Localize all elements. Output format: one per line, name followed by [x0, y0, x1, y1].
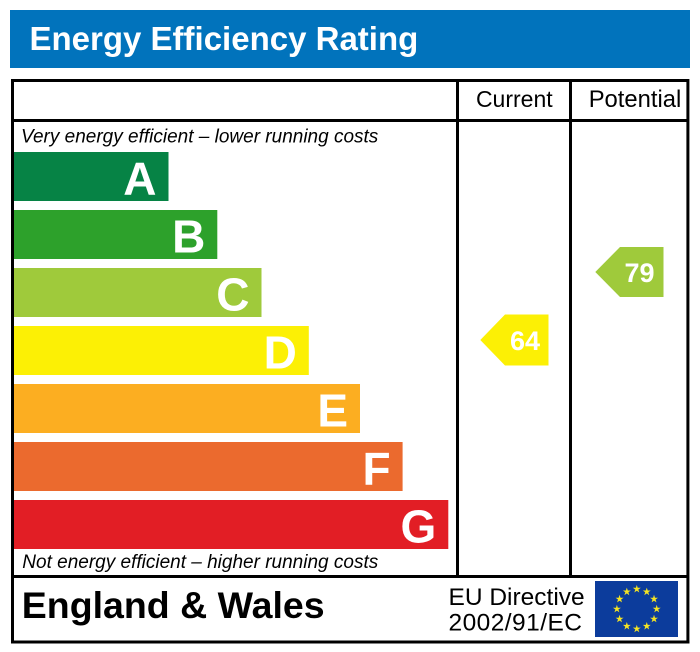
svg-text:F: F — [362, 443, 390, 495]
svg-text:EU Directive: EU Directive — [449, 584, 585, 611]
svg-text:D: D — [264, 327, 297, 379]
svg-text:E: E — [317, 385, 348, 437]
svg-text:G: G — [401, 501, 437, 553]
svg-text:Energy Efficiency Rating: Energy Efficiency Rating — [30, 20, 419, 57]
svg-text:64: 64 — [510, 326, 540, 356]
svg-text:Current: Current — [476, 86, 553, 112]
svg-text:Not energy efficient – higher: Not energy efficient – higher running co… — [22, 552, 378, 573]
svg-text:B: B — [172, 211, 205, 263]
svg-text:C: C — [216, 269, 249, 321]
svg-text:Very energy efficient – lower: Very energy efficient – lower running co… — [21, 127, 379, 148]
svg-text:A: A — [123, 153, 156, 205]
svg-text:79: 79 — [624, 258, 654, 288]
svg-text:Potential: Potential — [589, 86, 682, 113]
svg-text:2002/91/EC: 2002/91/EC — [449, 610, 583, 637]
svg-text:England & Wales: England & Wales — [22, 584, 325, 626]
